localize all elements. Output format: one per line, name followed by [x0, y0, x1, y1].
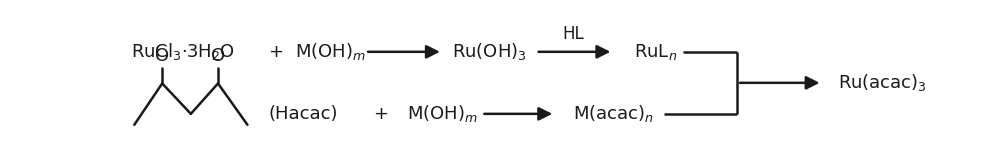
Text: +: +	[269, 43, 284, 61]
Text: Ru(acac)$_3$: Ru(acac)$_3$	[838, 72, 927, 93]
Text: RuCl$_3$·3H$_2$O: RuCl$_3$·3H$_2$O	[131, 41, 235, 62]
Text: M(OH)$_m$: M(OH)$_m$	[295, 41, 366, 62]
Text: +: +	[373, 105, 388, 123]
Text: RuL$_n$: RuL$_n$	[634, 42, 678, 62]
Text: (Hacac): (Hacac)	[268, 105, 338, 123]
Text: Ru(OH)$_3$: Ru(OH)$_3$	[452, 41, 527, 62]
Text: M(OH)$_m$: M(OH)$_m$	[407, 103, 478, 124]
Text: O: O	[211, 47, 225, 65]
Text: HL: HL	[562, 24, 584, 43]
Text: M(acac)$_n$: M(acac)$_n$	[573, 103, 654, 124]
Text: O: O	[155, 47, 169, 65]
